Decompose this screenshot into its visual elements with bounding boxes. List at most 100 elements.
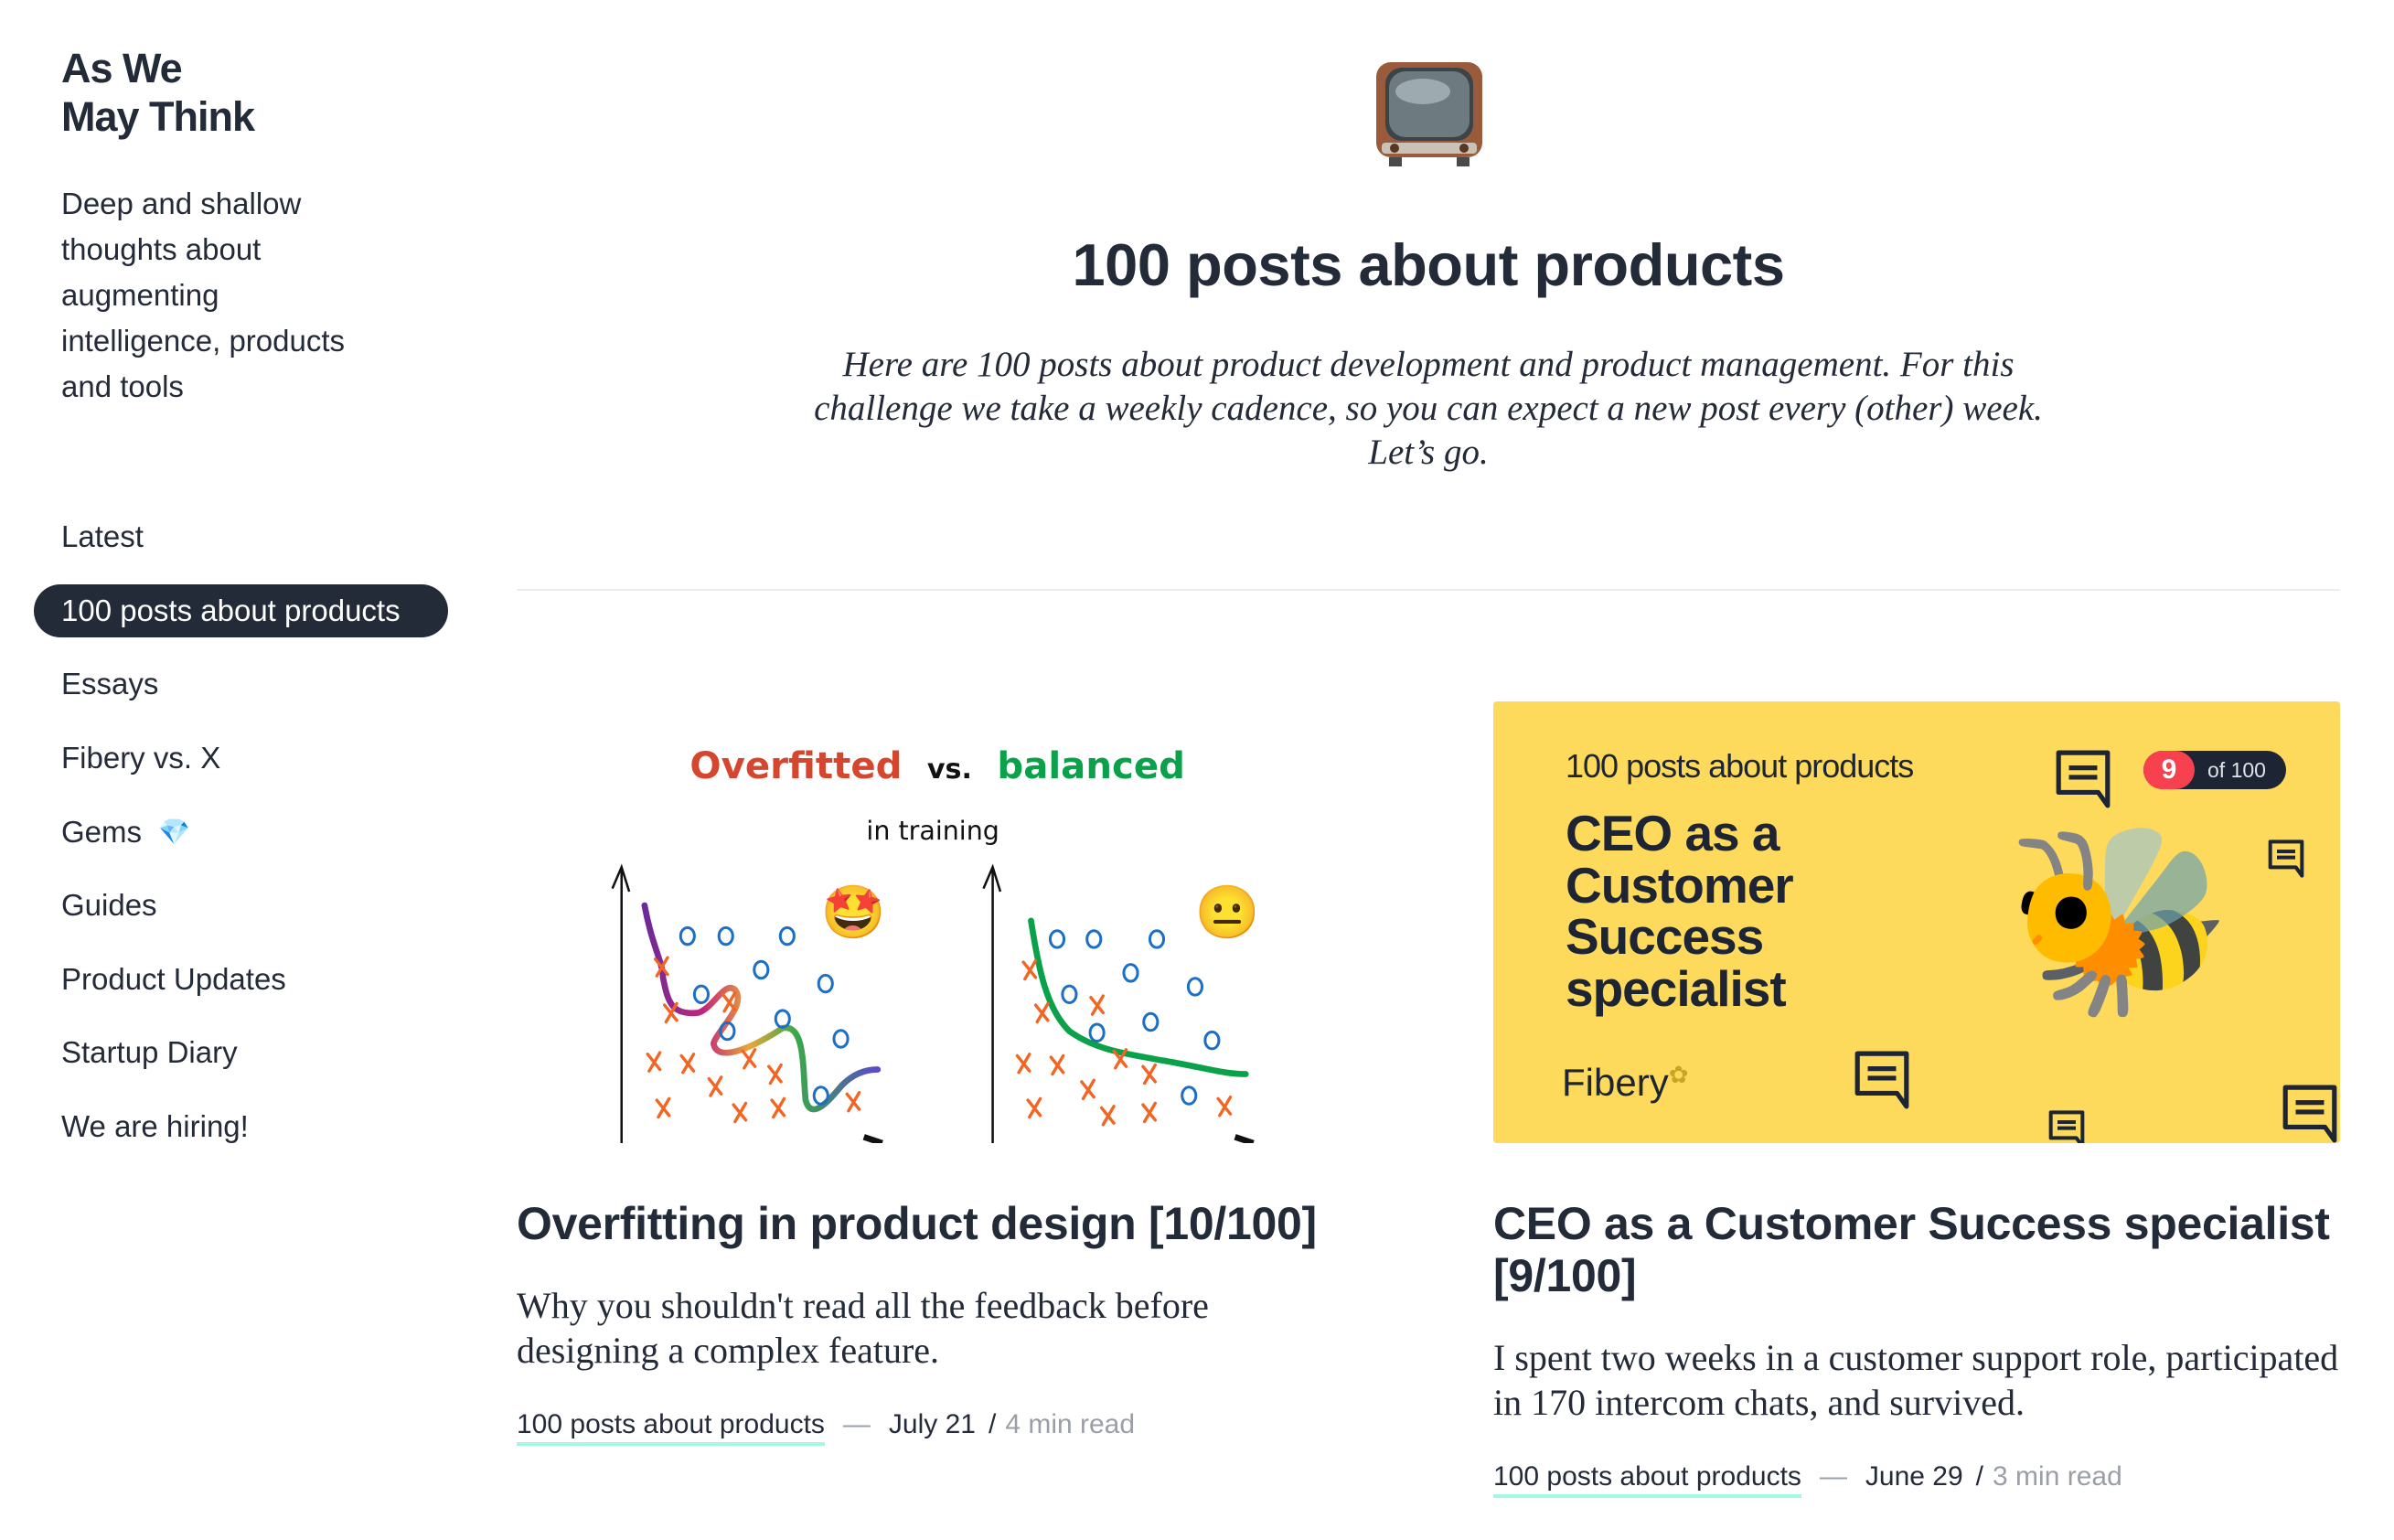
- post-card: Overfitted vs. balanced in training 🤩 😐 …: [517, 701, 1351, 1446]
- post-title[interactable]: Overfitting in product design [10/100]: [517, 1198, 1317, 1249]
- illustration-subheading: in training: [866, 816, 999, 846]
- cross-mark: [1021, 958, 1038, 981]
- cross-mark: [655, 1096, 671, 1119]
- post-image-ceo[interactable]: 100 posts about products CEO as a Custom…: [1493, 701, 2340, 1143]
- post-meta: 100 posts about products — July 21 / 4 m…: [517, 1409, 1351, 1446]
- circle-mark: [1088, 1022, 1106, 1043]
- cross-mark: [1026, 1096, 1042, 1119]
- site-title-line1: As We: [61, 45, 183, 91]
- circle-mark: [1142, 1011, 1160, 1032]
- cross-mark: [1099, 1105, 1116, 1127]
- gem-icon: 💎: [158, 818, 190, 847]
- circle-mark: [717, 925, 734, 946]
- cross-mark: [721, 990, 737, 1013]
- nav-item-guides[interactable]: Guides: [34, 869, 454, 943]
- cross-mark: [1216, 1096, 1233, 1118]
- nav-label-active: 100 posts about products: [34, 583, 448, 637]
- television-icon: [1376, 62, 1482, 166]
- circle-mark: [778, 925, 796, 946]
- chat-bubble-icon: [2268, 840, 2304, 878]
- post-card: 100 posts about products CEO as a Custom…: [1493, 701, 2340, 1498]
- post-read-time: 3 min read: [1993, 1461, 2122, 1492]
- cross-mark: [1049, 1053, 1065, 1076]
- badge-number: 9: [2143, 751, 2195, 789]
- heading-vs: vs.: [927, 754, 972, 786]
- meta-separator: —: [842, 1409, 871, 1439]
- post-category-link[interactable]: 100 posts about products: [517, 1409, 825, 1446]
- category-nav: Latest 100 posts about products Essays F…: [34, 500, 454, 1163]
- chat-bubble-icon: [2282, 1085, 2337, 1143]
- chat-bubble-icon: [2056, 750, 2111, 808]
- nav-item-100-posts[interactable]: 100 posts about products: [34, 574, 454, 648]
- meta-slash: /: [1975, 1461, 1984, 1492]
- post-title[interactable]: CEO as a Customer Success specialist [9/…: [1493, 1198, 2330, 1301]
- post-date: July 21: [888, 1409, 976, 1439]
- site-tagline: Deep and shallow thoughts about augmenti…: [61, 187, 346, 403]
- nav-item-fibery-vs-x[interactable]: Fibery vs. X: [34, 722, 454, 796]
- cross-mark: [679, 1053, 696, 1075]
- cross-mark: [1141, 1101, 1158, 1124]
- nav-item-gems[interactable]: Gems 💎: [34, 795, 454, 869]
- illustration-heading: Overfitted vs. balanced: [689, 745, 1185, 787]
- circle-mark: [1122, 963, 1139, 983]
- cross-mark: [646, 1051, 662, 1073]
- fibery-logo: Fibery✿: [1562, 1061, 1689, 1105]
- post-excerpt: Why you shouldn't read all the feedback …: [517, 1285, 1209, 1371]
- cross-mark: [1080, 1078, 1095, 1101]
- page-title: 100 posts about products: [1072, 231, 1785, 298]
- site-logo-link[interactable]: As We May Think: [61, 44, 255, 141]
- heading-balanced: balanced: [997, 745, 1185, 787]
- nav-item-essays[interactable]: Essays: [34, 647, 454, 722]
- page-intro: Here are 100 posts about product develop…: [814, 345, 2043, 472]
- circle-mark: [1181, 1085, 1198, 1106]
- circle-mark: [812, 1085, 829, 1106]
- cross-mark: [770, 1096, 786, 1119]
- circle-mark: [1048, 929, 1066, 949]
- nav-item-product-updates[interactable]: Product Updates: [34, 943, 454, 1017]
- site-title-line2: May Think: [61, 93, 255, 140]
- nav-label: Fibery vs. X: [61, 741, 221, 775]
- nav-label: Latest: [61, 519, 144, 554]
- heading-overfitted: Overfitted: [689, 745, 902, 787]
- cross-mark: [1089, 994, 1105, 1016]
- divider: [517, 589, 2340, 591]
- post-date: June 29: [1865, 1461, 1963, 1492]
- circle-mark: [832, 1029, 850, 1049]
- post-read-time: 4 min read: [1005, 1409, 1136, 1439]
- left-axis: [611, 863, 631, 1143]
- bee-emoji-icon: 🐝: [2005, 818, 2234, 1022]
- cross-mark: [767, 1063, 783, 1085]
- meta-separator: —: [1819, 1461, 1847, 1492]
- cross-mark: [662, 1001, 679, 1024]
- cross-mark: [845, 1090, 861, 1113]
- post-excerpt: I spent two weeks in a customer support …: [1493, 1337, 2339, 1423]
- post-image-overfitting[interactable]: Overfitted vs. balanced in training 🤩 😐: [517, 701, 1351, 1143]
- chat-bubble-icon: [2048, 1110, 2085, 1143]
- badge-total: of 100: [2207, 757, 2266, 782]
- circle-mark: [753, 959, 770, 980]
- circle-mark: [679, 925, 696, 946]
- banner-series: 100 posts about products: [1566, 747, 1914, 785]
- cross-mark: [732, 1101, 748, 1124]
- neutral-face-emoji-icon: 😐: [1195, 883, 1260, 942]
- circle-mark: [1148, 929, 1166, 949]
- nav-label: Startup Diary: [61, 1035, 238, 1070]
- nav-label: Essays: [61, 667, 159, 701]
- banner-title: CEO as a Customer Success specialist: [1566, 805, 1794, 1017]
- nav-item-latest[interactable]: Latest: [34, 500, 454, 574]
- star-struck-emoji-icon: 🤩: [820, 883, 885, 942]
- cross-mark: [1033, 1001, 1050, 1024]
- circle-mark: [1186, 977, 1203, 997]
- circle-mark: [817, 973, 834, 994]
- nav-item-hiring[interactable]: We are hiring!: [34, 1090, 454, 1164]
- cross-mark: [1141, 1063, 1158, 1085]
- meta-slash: /: [988, 1409, 997, 1439]
- circle-mark: [774, 1009, 791, 1029]
- circle-mark: [1085, 929, 1103, 949]
- post-number-badge: 9 of 100: [2143, 751, 2286, 789]
- nav-item-startup-diary[interactable]: Startup Diary: [34, 1016, 454, 1090]
- post-category-link[interactable]: 100 posts about products: [1493, 1461, 1801, 1498]
- circle-mark: [1203, 1030, 1221, 1051]
- circle-mark: [1061, 984, 1078, 1005]
- nav-label: Gems: [61, 814, 143, 849]
